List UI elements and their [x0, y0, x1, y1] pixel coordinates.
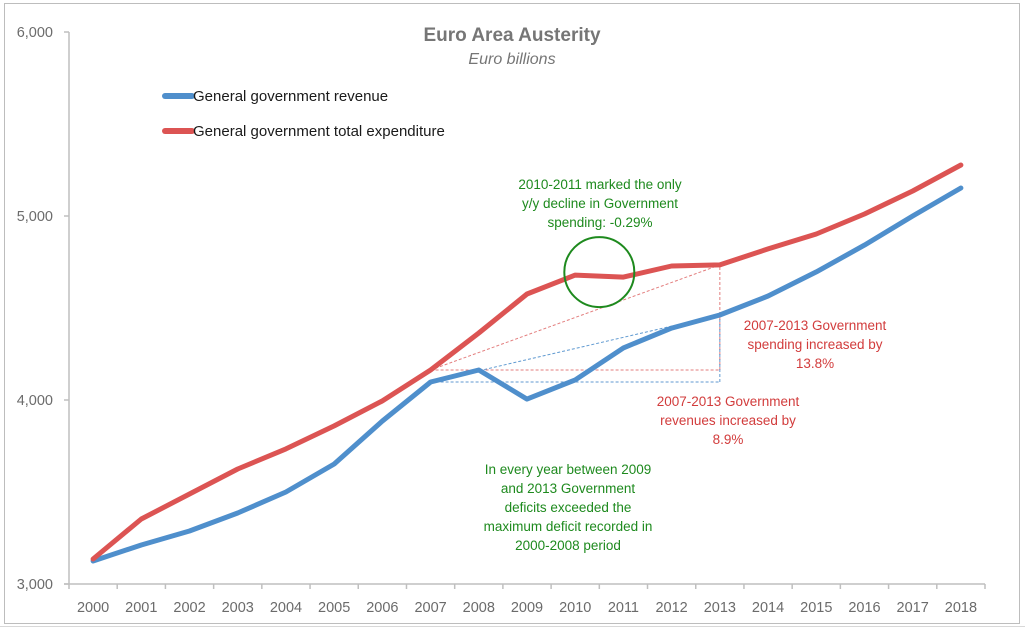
legend-label-revenue: General government revenue: [193, 88, 388, 105]
annotation-line: and 2013 Government: [501, 481, 636, 496]
chart-frame: [4, 3, 1020, 624]
annotation-line: spending: -0.29%: [547, 215, 652, 230]
annotation-line: 2007-2013 Government: [744, 318, 887, 333]
x-tick-label: 2014: [752, 600, 784, 616]
x-tick-label: 2011: [608, 600, 639, 616]
legend-label-expenditure: General government total expenditure: [193, 123, 445, 140]
annotation-line: maximum deficit recorded in: [484, 519, 653, 534]
annotation-deficits-note: In every year between 2009 and 2013 Gove…: [484, 462, 653, 553]
x-tick-label: 2012: [655, 600, 687, 616]
annotation-revenue-increase: 2007-2013 Government revenues increased …: [657, 394, 800, 447]
x-tick-label: 2018: [945, 600, 977, 616]
series-lines: [90, 162, 964, 564]
annotation-line: spending increased by: [747, 337, 882, 352]
x-tick-label: 2006: [366, 600, 398, 616]
annotation-line: deficits exceeded the: [505, 500, 632, 515]
x-tick-label: 2004: [270, 600, 302, 616]
x-tick-label: 2005: [318, 600, 350, 616]
bottom-divider: [0, 626, 1025, 627]
y-tick-label: 3,000: [17, 577, 53, 593]
annotation-line: 2010-2011 marked the only: [518, 177, 682, 192]
chart-title: Euro Area Austerity: [423, 25, 600, 46]
reference-triangles: [430, 264, 721, 383]
annotation-spending-decline: 2010-2011 marked the only y/y decline in…: [518, 177, 682, 230]
annotation-line: 8.9%: [713, 432, 744, 447]
y-tick-label: 6,000: [17, 25, 53, 41]
annotation-line: revenues increased by: [660, 413, 796, 428]
x-tick-label: 2003: [222, 600, 254, 616]
x-tick-label: 2007: [414, 600, 446, 616]
legend: General government revenue General gover…: [162, 88, 445, 140]
reference-diagonal: [430, 264, 721, 371]
highlight-circle: [563, 236, 636, 309]
x-tick-label: 2008: [463, 600, 495, 616]
annotation-line: 13.8%: [796, 356, 834, 371]
x-tick-label: 2017: [897, 600, 929, 616]
chart-subtitle: Euro billions: [468, 51, 555, 68]
annotation-spending-increase: 2007-2013 Government spending increased …: [744, 318, 887, 371]
x-tick-label: 2015: [800, 600, 832, 616]
annotation-line: y/y decline in Government: [522, 196, 678, 211]
annotation-line: In every year between 2009: [485, 462, 652, 477]
axes: 3,000 4,000 5,000 6,000 2000 2001 2002 2003 2004…: [17, 25, 986, 616]
y-tick-label: 5,000: [17, 209, 53, 225]
x-tick-label: 2000: [77, 600, 109, 616]
x-tick-label: 2016: [848, 600, 880, 616]
y-tick-label: 4,000: [17, 393, 53, 409]
x-tick-label: 2010: [559, 600, 591, 616]
highlight-circle-group: [563, 236, 636, 309]
x-tick-label: 2009: [511, 600, 543, 616]
x-tick-label: 2001: [125, 600, 157, 616]
x-tick-label: 2013: [704, 600, 736, 616]
annotation-line: 2007-2013 Government: [657, 394, 800, 409]
x-tick-label: 2002: [173, 600, 205, 616]
annotation-line: 2000-2008 period: [515, 538, 621, 553]
